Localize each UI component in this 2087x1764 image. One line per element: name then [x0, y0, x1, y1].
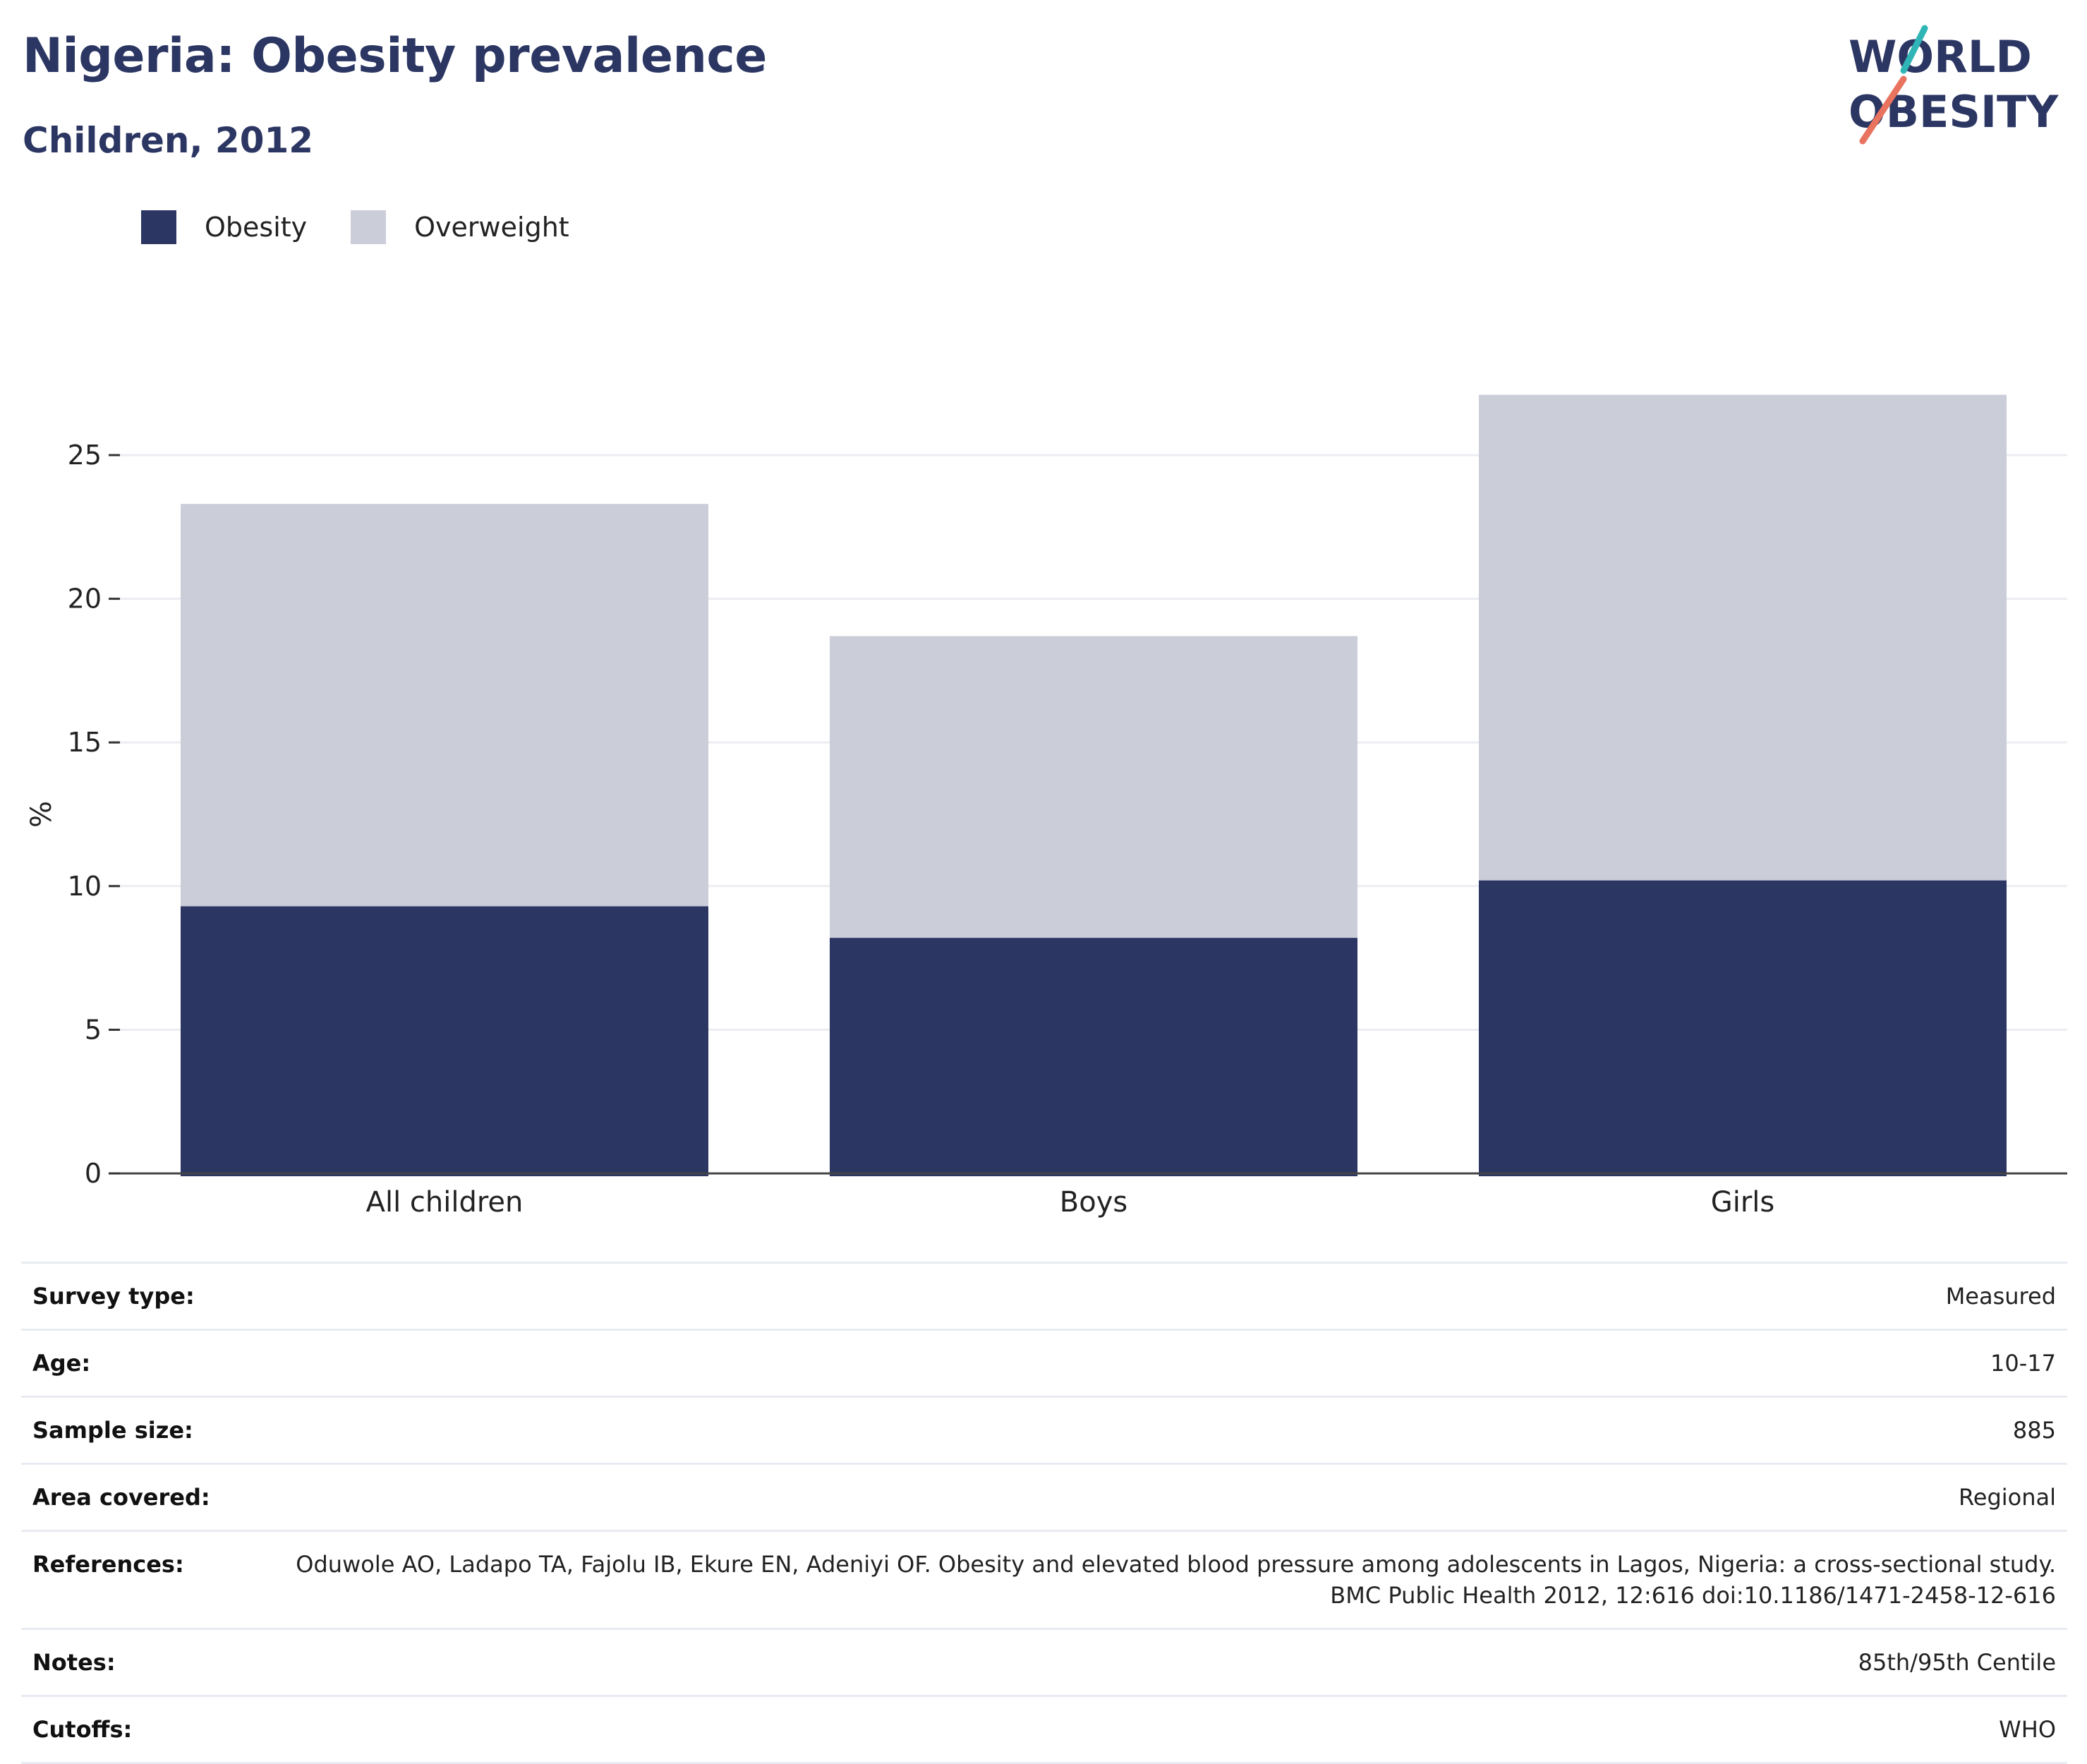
y-tick-label: 5 — [85, 1014, 102, 1045]
x-tick-label: Girls — [1711, 1186, 1775, 1219]
logo-slash-coral — [1859, 75, 1907, 145]
y-tick-label: 20 — [68, 584, 102, 615]
info-value: 885 — [2012, 1417, 2056, 1444]
legend-label-obesity: Obesity — [205, 212, 308, 243]
y-axis-label: % — [25, 801, 58, 828]
y-tick-label: 10 — [68, 871, 102, 902]
bar-obesity-all-children[interactable] — [181, 906, 708, 1176]
y-tick-label: 25 — [68, 440, 102, 471]
info-row: Sample size: 885 — [21, 1396, 2067, 1464]
x-tick-label: All children — [366, 1186, 524, 1219]
chart-subtitle: Children, 2012 — [23, 120, 314, 161]
chart-title: Nigeria: Obesity prevalence — [23, 28, 767, 84]
info-value: 10-17 — [1990, 1350, 2056, 1377]
info-key: Age: — [32, 1350, 91, 1377]
info-key: Sample size: — [32, 1417, 193, 1444]
bar-overweight-all-children[interactable] — [181, 504, 708, 907]
x-tick-label: Boys — [1060, 1186, 1127, 1219]
info-key: Survey type: — [32, 1283, 195, 1310]
legend-item-overweight[interactable]: Overweight — [351, 210, 569, 244]
chart-legend: Obesity Overweight — [141, 210, 613, 244]
info-value: Regional — [1958, 1484, 2056, 1511]
info-key: Cutoffs: — [32, 1716, 133, 1743]
info-row: Area covered: Regional — [21, 1463, 2067, 1531]
bar-overweight-girls[interactable] — [1479, 394, 2007, 881]
info-value: Measured — [1945, 1283, 2056, 1310]
info-key: Area covered: — [32, 1484, 210, 1511]
logo-text-top: WORLD — [1849, 31, 2032, 83]
world-obesity-logo: WORLD OBESITY — [1849, 25, 2059, 145]
survey-info-table: Survey type: Measured Age: 10-17 Sample size… — [21, 1262, 2067, 1764]
legend-item-obesity[interactable]: Obesity — [141, 210, 307, 244]
info-row: References: Oduwole AO, Ladapo TA, Fajolu… — [21, 1530, 2067, 1629]
bar-obesity-girls[interactable] — [1479, 880, 2007, 1176]
bar-overweight-boys[interactable] — [830, 636, 1357, 938]
info-value: 85th/95th Centile — [1858, 1649, 2056, 1676]
legend-swatch-obesity — [141, 210, 176, 244]
stacked-bar-chart: 0 5 10 15 20 25% All children Boys Girls — [25, 394, 2067, 1219]
info-key: References: — [32, 1551, 184, 1578]
info-row: Survey type: Measured — [21, 1262, 2067, 1330]
info-value: WHO — [1999, 1716, 2056, 1743]
info-row: Notes: 85th/95th Centile — [21, 1629, 2067, 1696]
legend-swatch-overweight — [351, 210, 387, 244]
info-value: Oduwole AO, Ladapo TA, Fajolu IB, Ekure … — [296, 1551, 2056, 1609]
info-key: Notes: — [32, 1649, 116, 1676]
logo-slash-teal — [1900, 25, 1928, 74]
legend-label-overweight: Overweight — [414, 212, 569, 243]
y-tick-label: 15 — [68, 727, 102, 758]
info-row: Cutoffs: WHO — [21, 1696, 2067, 1763]
info-row: Age: 10-17 — [21, 1329, 2067, 1397]
bar-obesity-boys[interactable] — [830, 938, 1357, 1176]
y-tick-label: 0 — [85, 1158, 102, 1189]
